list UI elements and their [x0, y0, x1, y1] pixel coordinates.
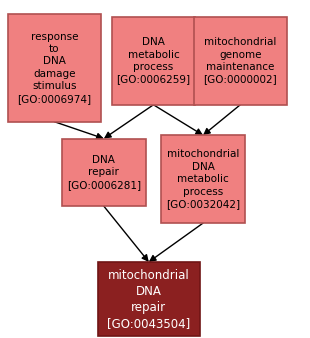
FancyBboxPatch shape [98, 262, 200, 336]
Text: mitochondrial
DNA
metabolic
process
[GO:0032042]: mitochondrial DNA metabolic process [GO:… [166, 149, 240, 209]
FancyBboxPatch shape [194, 17, 287, 105]
Text: response
to
DNA
damage
stimulus
[GO:0006974]: response to DNA damage stimulus [GO:0006… [17, 31, 91, 104]
Text: DNA
metabolic
process
[GO:0006259]: DNA metabolic process [GO:0006259] [116, 37, 191, 84]
FancyBboxPatch shape [8, 14, 101, 122]
Text: DNA
repair
[GO:0006281]: DNA repair [GO:0006281] [67, 155, 141, 190]
Text: mitochondrial
DNA
repair
[GO:0043504]: mitochondrial DNA repair [GO:0043504] [107, 269, 190, 330]
Text: mitochondrial
genome
maintenance
[GO:0000002]: mitochondrial genome maintenance [GO:000… [203, 37, 277, 84]
FancyBboxPatch shape [112, 17, 195, 105]
FancyBboxPatch shape [161, 135, 245, 223]
FancyBboxPatch shape [62, 139, 146, 206]
